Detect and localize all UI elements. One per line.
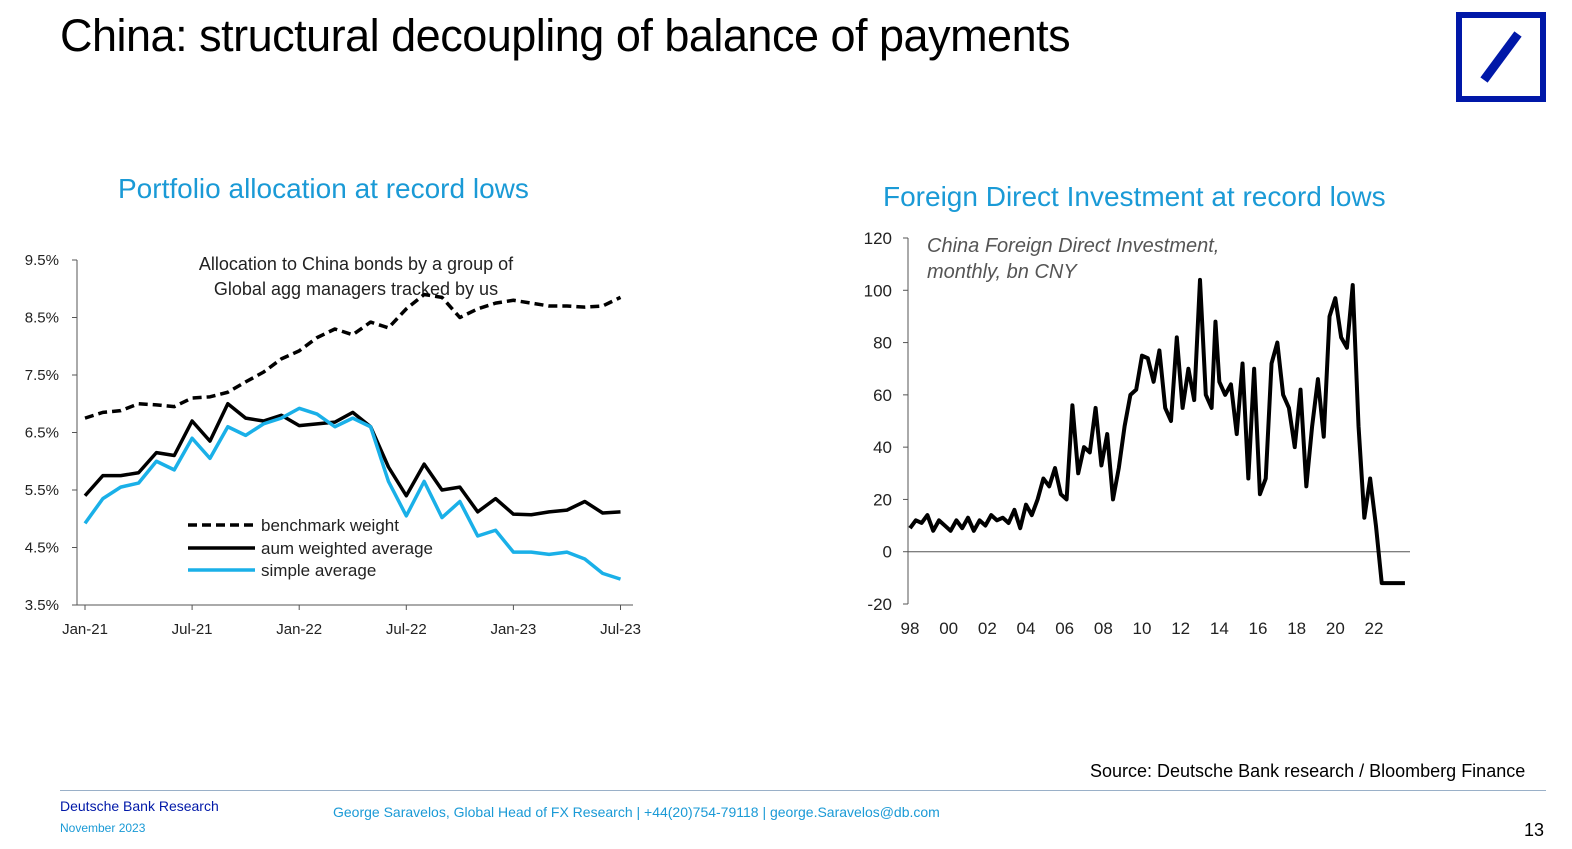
footer-contact: George Saravelos, Global Head of FX Rese…: [333, 804, 940, 820]
chart2-y-tick-label: -20: [867, 595, 892, 614]
chart1-annotation-line1: Allocation to China bonds by a group of: [199, 254, 514, 274]
chart2-x-tick-label: 22: [1365, 619, 1384, 638]
chart2-y-tick-label: 60: [873, 386, 892, 405]
chart1-x-tick-label: Jul-23: [600, 621, 641, 638]
chart2-annotation-line2: monthly, bn CNY: [927, 261, 1078, 283]
chart2-x-tick-label: 20: [1326, 619, 1345, 638]
source-note: Source: Deutsche Bank research / Bloombe…: [1090, 761, 1526, 781]
footer-date: November 2023: [60, 821, 146, 835]
chart2-y-tick-label: 120: [864, 229, 892, 248]
chart1-x-tick-label: Jan-22: [276, 621, 322, 638]
chart2-x-tick-label: 14: [1210, 619, 1229, 638]
page-title: China: structural decoupling of balance …: [60, 10, 1071, 61]
chart2-y-tick-label: 80: [873, 334, 892, 353]
chart1-series-line-2: [83, 406, 622, 581]
chart1-y-tick-label: 4.5%: [25, 540, 59, 557]
chart2-annotation-line1: China Foreign Direct Investment,: [927, 235, 1219, 257]
chart2-x-tick-label: 06: [1055, 619, 1074, 638]
chart2-y-tick-label: 100: [864, 281, 892, 300]
chart2-x-tick-label: 16: [1249, 619, 1268, 638]
page-number: 13: [1524, 820, 1545, 840]
chart1-x-tick-label: Jul-22: [386, 621, 427, 638]
chart1-title: Portfolio allocation at record lows: [118, 173, 529, 204]
chart1-x-tick-label: Jan-23: [490, 621, 536, 638]
chart1-series-line-1: [83, 402, 621, 517]
footer-divider: [60, 790, 1546, 791]
deutsche-bank-logo: [1456, 12, 1546, 102]
chart1-y-tick-label: 5.5%: [25, 482, 59, 499]
chart2-x-tick-label: 10: [1133, 619, 1152, 638]
footer-org: Deutsche Bank Research: [60, 798, 219, 814]
chart1-y-tick-label: 8.5%: [25, 310, 59, 327]
chart2-x-tick-label: 18: [1287, 619, 1306, 638]
chart1-legend-label: aum weighted average: [261, 539, 433, 558]
chart1-x-tick-label: Jan-21: [62, 621, 108, 638]
chart1-x-tick-label: Jul-21: [172, 621, 213, 638]
chart2-x-tick-label: 98: [901, 619, 920, 638]
chart1-y-tick-label: 3.5%: [25, 597, 59, 614]
chart2-y-tick-label: 40: [873, 438, 892, 457]
chart1-legend-label: benchmark weight: [261, 516, 399, 535]
chart2-y-tick-label: 0: [883, 543, 892, 562]
chart2-x-tick-label: 04: [1017, 619, 1036, 638]
chart2-title: Foreign Direct Investment at record lows: [883, 181, 1386, 212]
chart2-x-tick-label: 12: [1171, 619, 1190, 638]
chart1-y-tick-label: 7.5%: [25, 367, 59, 384]
chart1-y-tick-label: 6.5%: [25, 425, 59, 442]
chart2-y-tick-label: 20: [873, 490, 892, 509]
chart1-series-line-0: [84, 292, 622, 420]
chart1-y-tick-label: 9.5%: [25, 252, 59, 269]
chart2-x-tick-label: 00: [939, 619, 958, 638]
chart2-x-tick-label: 08: [1094, 619, 1113, 638]
chart2-series-line-0: [908, 277, 1405, 586]
chart2-x-tick-label: 02: [978, 619, 997, 638]
chart1-legend-label: simple average: [261, 561, 376, 580]
